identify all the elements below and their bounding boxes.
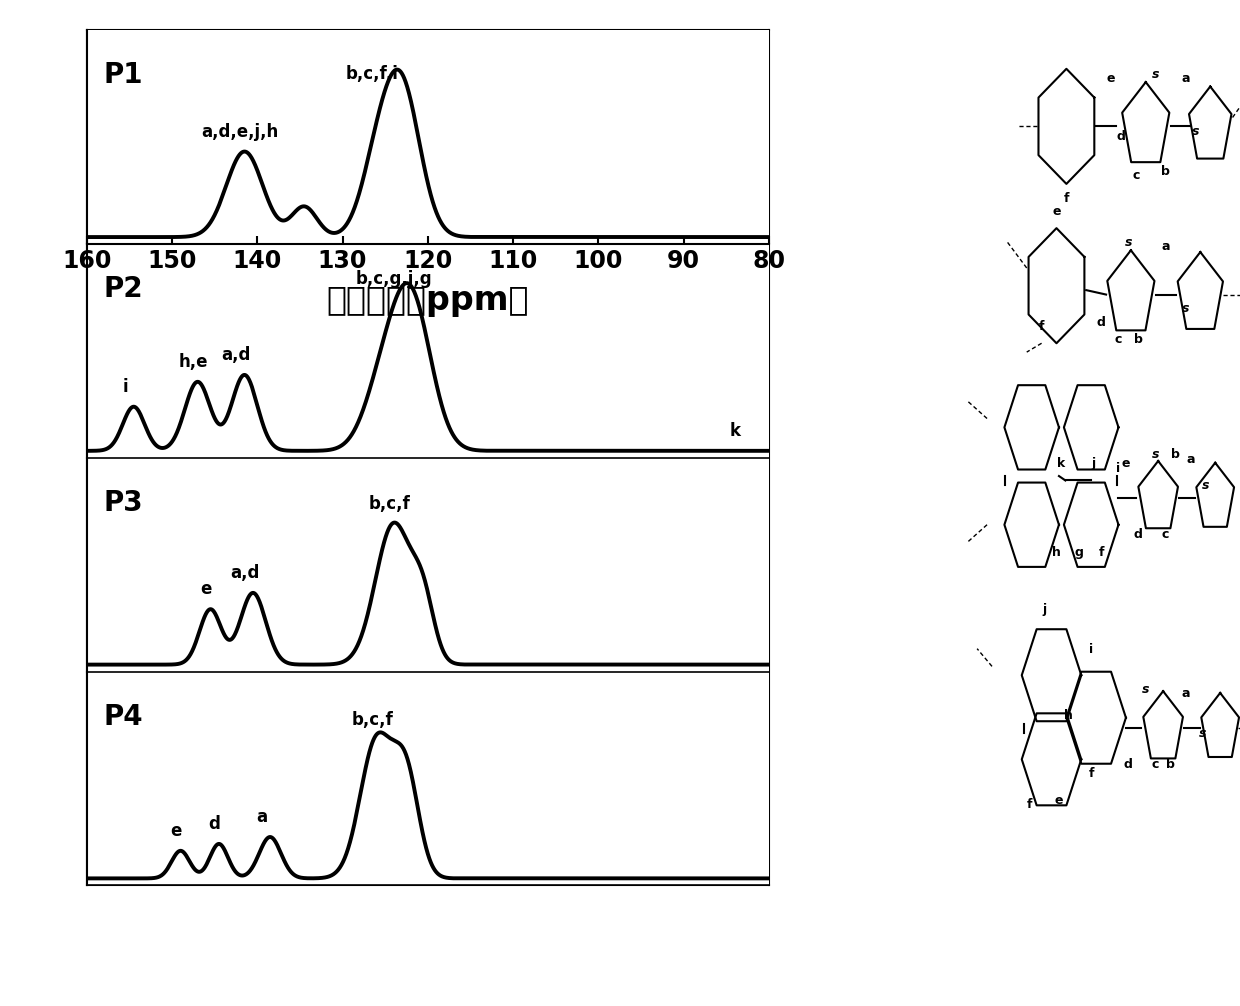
Text: s: s	[1142, 683, 1149, 696]
Text: f: f	[1064, 191, 1069, 204]
Text: b: b	[1133, 333, 1143, 346]
Text: h: h	[1052, 545, 1061, 558]
Text: i: i	[1116, 462, 1121, 475]
Text: s: s	[1152, 449, 1159, 462]
Text: a: a	[1182, 72, 1189, 86]
Text: f: f	[1027, 798, 1032, 811]
Text: s: s	[1125, 235, 1132, 248]
Text: a,d,e,j,h: a,d,e,j,h	[202, 123, 279, 141]
Text: i: i	[123, 377, 128, 395]
Text: a,d: a,d	[229, 563, 259, 581]
Text: s: s	[1202, 479, 1209, 492]
Text: h,e: h,e	[179, 353, 208, 371]
Text: e: e	[1055, 794, 1063, 807]
Text: e: e	[1107, 72, 1115, 86]
Text: c: c	[1152, 759, 1159, 772]
Text: j: j	[1042, 604, 1047, 617]
Text: e: e	[201, 580, 212, 599]
Text: s: s	[1152, 67, 1159, 80]
X-axis label: 化学位移（ppm）: 化学位移（ppm）	[326, 284, 529, 317]
Text: b: b	[1161, 165, 1171, 178]
Text: P4: P4	[104, 702, 144, 730]
Text: c: c	[1162, 528, 1169, 541]
Text: d: d	[1116, 130, 1126, 143]
Text: b: b	[1171, 449, 1180, 462]
Text: i: i	[1089, 643, 1094, 656]
Text: s: s	[1199, 727, 1207, 740]
Text: P1: P1	[104, 61, 144, 90]
Text: a: a	[1162, 240, 1169, 254]
Text: b,c,f: b,c,f	[368, 495, 410, 513]
Text: g: g	[1074, 545, 1084, 558]
Text: s: s	[1182, 302, 1189, 315]
Text: d: d	[1133, 528, 1143, 541]
Text: b,c,g,j,g: b,c,g,j,g	[356, 270, 432, 288]
Text: f: f	[1099, 545, 1104, 558]
Text: e: e	[1122, 457, 1130, 470]
Text: c: c	[1115, 333, 1122, 346]
Text: e: e	[171, 822, 182, 840]
Text: a: a	[1182, 687, 1189, 700]
Text: k: k	[1058, 457, 1065, 470]
Text: d: d	[1123, 759, 1133, 772]
Text: a: a	[1187, 453, 1194, 466]
Text: h: h	[1064, 709, 1074, 722]
Text: d: d	[1096, 316, 1106, 329]
Text: P2: P2	[104, 275, 144, 303]
Text: e: e	[1053, 205, 1060, 218]
Text: a: a	[255, 808, 267, 826]
Text: s: s	[1192, 125, 1199, 138]
Text: f: f	[1089, 767, 1094, 780]
Text: a,d: a,d	[221, 346, 250, 364]
Text: b,c,f,i: b,c,f,i	[346, 64, 399, 82]
Text: k: k	[729, 422, 740, 440]
Text: j: j	[1091, 457, 1096, 470]
Text: b,c,f: b,c,f	[351, 711, 393, 729]
Text: d: d	[208, 815, 221, 833]
Text: f: f	[1039, 320, 1044, 333]
Text: b: b	[1166, 759, 1176, 772]
Text: P3: P3	[104, 489, 144, 517]
Text: c: c	[1132, 169, 1140, 182]
